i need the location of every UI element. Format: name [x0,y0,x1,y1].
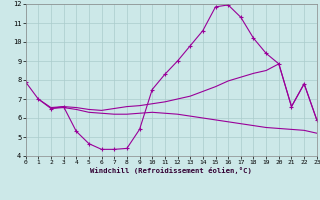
X-axis label: Windchill (Refroidissement éolien,°C): Windchill (Refroidissement éolien,°C) [90,167,252,174]
